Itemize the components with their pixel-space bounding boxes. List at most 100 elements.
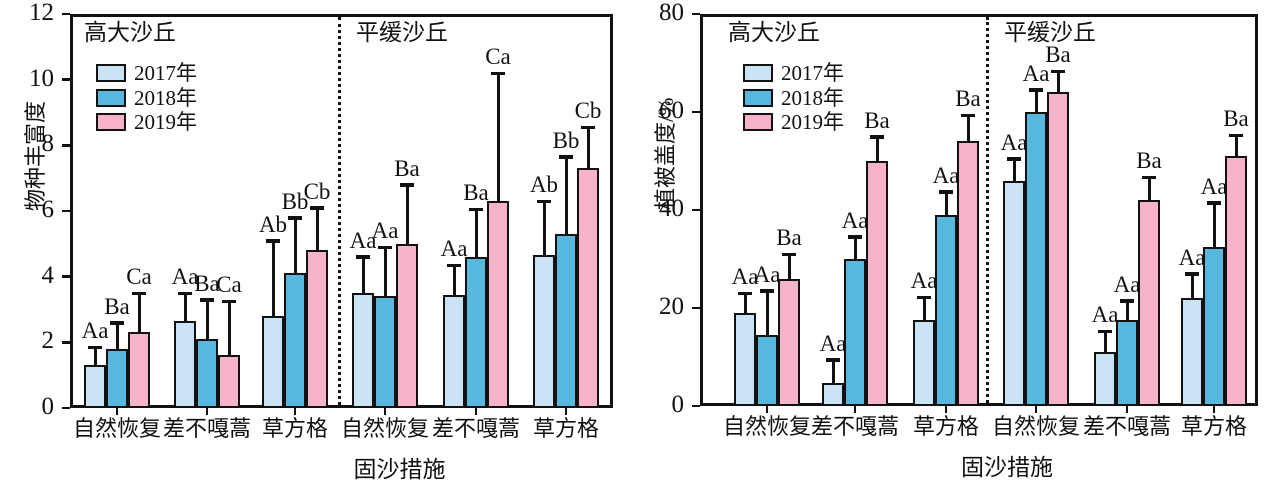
bar xyxy=(128,332,150,408)
legend-swatch xyxy=(96,88,126,107)
error-bar-line xyxy=(205,299,209,340)
error-bar-line xyxy=(1234,135,1238,157)
error-bar-cap xyxy=(848,235,862,239)
error-bar-cap xyxy=(200,298,214,302)
legend-swatch xyxy=(96,113,126,131)
y-tick xyxy=(692,12,700,16)
bar xyxy=(1225,156,1247,406)
sig-label: Ca xyxy=(216,272,242,298)
sig-label: Ba xyxy=(463,180,489,206)
category-label: 自然恢复 xyxy=(722,414,811,439)
sig-label: Ba xyxy=(1223,106,1249,132)
error-bar-line xyxy=(1125,300,1129,321)
bar xyxy=(822,382,844,406)
error-bar-cap xyxy=(1185,272,1199,276)
legend-label: 2017年 xyxy=(134,61,197,85)
section-divider xyxy=(986,17,989,403)
sig-label: Aa xyxy=(1000,129,1028,155)
bar xyxy=(1003,180,1025,406)
bar xyxy=(262,316,284,408)
error-bar-cap xyxy=(310,206,324,210)
bar xyxy=(577,168,599,408)
sig-label: Aa xyxy=(1091,302,1119,328)
sig-label: Ab xyxy=(258,211,288,237)
sig-label: Aa xyxy=(1113,271,1141,297)
sig-label: Aa xyxy=(171,264,199,290)
error-bar-cap xyxy=(378,245,392,250)
x-tick xyxy=(293,408,297,415)
bar xyxy=(218,355,240,408)
category-label: 差不嘎蒿 xyxy=(1082,414,1171,439)
error-bar-cap xyxy=(537,199,551,204)
error-bar-line xyxy=(227,301,231,356)
error-bar-line xyxy=(944,191,948,215)
error-bar-line xyxy=(1103,331,1107,353)
error-bar-cap xyxy=(1051,69,1065,74)
error-bar-cap xyxy=(266,239,280,243)
error-bar-cap xyxy=(356,255,370,259)
sig-label: Aa xyxy=(731,264,759,290)
sig-label: Bb xyxy=(281,188,309,214)
y-tick-label: 8 xyxy=(41,130,55,158)
y-tick xyxy=(62,78,70,81)
sig-label: Ba xyxy=(104,293,130,319)
error-bar-cap xyxy=(288,216,302,220)
error-bar-line xyxy=(115,322,119,349)
sig-label: Aa xyxy=(371,218,399,244)
bar xyxy=(935,214,957,406)
error-bar-line xyxy=(361,256,365,294)
error-bar-cap xyxy=(559,155,573,159)
error-bar-line xyxy=(831,359,835,383)
plot-frame xyxy=(700,14,1258,406)
error-bar-line xyxy=(875,136,879,161)
error-bar-line xyxy=(137,293,141,333)
legend-label: 2017年 xyxy=(781,61,844,85)
category-label: 差不嘎蒿 xyxy=(162,416,251,441)
legend-label: 2018年 xyxy=(781,85,844,110)
section-title: 高大沙丘 xyxy=(84,20,176,45)
sig-label: Aa xyxy=(819,330,847,356)
y-tick-label: 2 xyxy=(41,327,55,355)
bar xyxy=(913,320,935,406)
sig-label: Ba xyxy=(194,270,220,296)
error-bar-line xyxy=(315,207,319,251)
bar xyxy=(1116,320,1138,406)
category-label: 草方格 xyxy=(532,416,599,441)
y-tick-label: 0 xyxy=(41,393,55,420)
section-title: 平缓沙丘 xyxy=(1004,20,1096,45)
error-bar-cap xyxy=(1098,329,1112,334)
error-bar-cap xyxy=(88,345,102,350)
bar xyxy=(1181,298,1203,406)
y-tick xyxy=(62,12,70,16)
y-tick xyxy=(692,404,700,408)
error-bar-cap xyxy=(132,291,146,296)
sig-label: Ba xyxy=(776,225,802,251)
bar xyxy=(866,161,888,406)
error-bar-line xyxy=(1034,89,1038,112)
error-bar-cap xyxy=(491,71,505,76)
y-tick xyxy=(62,209,70,213)
legend-swatch xyxy=(743,113,773,131)
sig-label: Ab xyxy=(529,172,559,198)
legend-label: 2019年 xyxy=(781,110,844,134)
error-bar-cap xyxy=(782,252,796,257)
error-bar-line xyxy=(293,217,297,274)
section-divider xyxy=(338,17,341,405)
bar xyxy=(555,233,577,408)
error-bar-cap xyxy=(738,291,752,296)
legend-label: 2018年 xyxy=(134,85,197,110)
error-bar-cap xyxy=(469,207,483,212)
error-bar-cap xyxy=(400,183,414,187)
y-tick-label: 0 xyxy=(671,391,685,418)
x-tick xyxy=(205,408,209,415)
y-tick-label: 10 xyxy=(29,64,54,92)
category-label: 草方格 xyxy=(261,416,328,441)
error-bar-line xyxy=(1190,273,1194,299)
x-tick xyxy=(564,408,568,415)
bar xyxy=(778,278,800,406)
y-tick-label: 4 xyxy=(41,261,55,289)
x-tick xyxy=(1212,406,1216,413)
y-tick xyxy=(62,275,70,278)
y-tick-label: 12 xyxy=(29,0,54,26)
bar xyxy=(1203,246,1225,406)
